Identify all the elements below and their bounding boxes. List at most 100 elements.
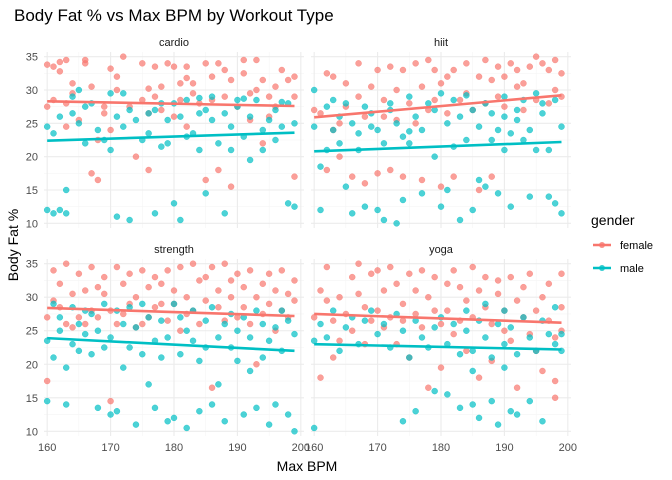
data-point-male xyxy=(494,421,502,428)
data-point-female xyxy=(120,310,127,318)
data-point-male xyxy=(113,213,121,220)
data-point-female xyxy=(494,290,502,298)
data-point-female xyxy=(323,263,331,271)
data-point-male xyxy=(170,300,178,308)
data-point-female xyxy=(507,337,514,344)
data-point-female xyxy=(361,304,369,311)
data-point-female xyxy=(418,267,426,274)
data-point-male xyxy=(431,324,438,331)
x-tick-label: 200 xyxy=(559,442,577,454)
data-point-female xyxy=(551,86,559,94)
data-point-female xyxy=(387,263,394,271)
data-point-female xyxy=(132,294,140,301)
data-point-male xyxy=(170,200,178,207)
data-point-female xyxy=(62,56,70,64)
data-point-male xyxy=(310,337,318,344)
data-point-male xyxy=(50,300,57,308)
data-point-female xyxy=(259,76,266,84)
data-point-male xyxy=(151,210,159,217)
data-point-male xyxy=(463,136,470,144)
data-point-female xyxy=(355,260,362,267)
data-point-male xyxy=(456,404,464,412)
data-point-male xyxy=(272,324,279,331)
data-point-female xyxy=(349,327,356,334)
data-point-female xyxy=(177,96,184,104)
data-point-male xyxy=(317,320,324,328)
legend-label: female xyxy=(620,240,653,252)
data-point-male xyxy=(501,340,508,348)
data-point-male xyxy=(399,133,407,140)
data-point-male xyxy=(507,407,514,415)
y-tick-label: 10 xyxy=(26,218,38,230)
data-point-male xyxy=(208,93,216,100)
data-point-female xyxy=(488,173,495,180)
data-point-female xyxy=(374,170,381,177)
data-point-male xyxy=(551,340,559,348)
data-point-male xyxy=(246,156,254,164)
data-point-male xyxy=(558,330,565,338)
data-point-female xyxy=(482,273,489,281)
data-point-female xyxy=(170,287,178,294)
data-point-male xyxy=(488,136,495,144)
data-point-female xyxy=(431,96,438,104)
data-point-male xyxy=(196,146,203,154)
data-point-female xyxy=(532,53,540,60)
data-point-female xyxy=(158,106,165,114)
data-point-female xyxy=(450,66,457,74)
data-point-male xyxy=(310,424,318,432)
data-point-male xyxy=(164,116,171,124)
data-point-male xyxy=(101,344,108,351)
data-point-female xyxy=(336,294,343,301)
data-point-male xyxy=(202,190,209,197)
data-point-male xyxy=(164,334,171,341)
facet-panel-cardio: cardio 10 15 20 25 30 35 xyxy=(26,37,304,230)
data-point-male xyxy=(501,93,508,100)
data-point-male xyxy=(246,334,254,341)
data-point-male xyxy=(183,424,190,432)
x-tick-label: 170 xyxy=(368,442,386,454)
data-point-male xyxy=(56,206,64,214)
data-point-female xyxy=(374,267,381,274)
data-point-female xyxy=(336,337,343,344)
data-point-female xyxy=(101,110,108,117)
facet-panel-hiit: hiit xyxy=(310,37,571,228)
data-point-female xyxy=(513,384,521,391)
data-point-female xyxy=(558,270,565,277)
data-point-female xyxy=(507,60,514,67)
y-tick-label: 20 xyxy=(26,152,38,164)
data-point-female xyxy=(43,61,51,68)
data-point-female xyxy=(501,73,508,80)
data-point-female xyxy=(437,320,445,328)
data-point-female xyxy=(240,283,247,291)
data-point-female xyxy=(75,270,83,277)
data-point-female xyxy=(208,263,216,271)
data-point-female xyxy=(107,397,114,405)
data-point-female xyxy=(246,90,254,97)
data-point-male xyxy=(56,327,64,334)
data-point-male xyxy=(406,140,413,147)
data-point-male xyxy=(196,407,203,415)
data-point-female xyxy=(82,60,89,67)
data-point-female xyxy=(310,106,318,114)
data-point-male xyxy=(380,320,388,328)
facet-strip-label: yoga xyxy=(429,244,454,256)
trend-line-female xyxy=(47,306,295,318)
data-point-female xyxy=(75,314,83,321)
data-point-male xyxy=(246,367,254,375)
data-point-male xyxy=(526,193,533,200)
data-point-female xyxy=(431,307,438,314)
data-point-male xyxy=(329,307,337,314)
data-point-female xyxy=(183,294,190,301)
data-point-female xyxy=(444,73,451,80)
data-point-female xyxy=(412,60,419,67)
data-point-female xyxy=(227,294,235,301)
y-tick-label: 10 xyxy=(26,426,38,438)
data-point-male xyxy=(145,110,152,117)
data-point-female xyxy=(558,304,565,311)
data-point-female xyxy=(56,68,64,75)
data-point-female xyxy=(355,290,362,298)
data-point-male xyxy=(450,96,457,104)
data-point-male xyxy=(75,120,83,127)
x-tick-label: 160 xyxy=(305,442,323,454)
